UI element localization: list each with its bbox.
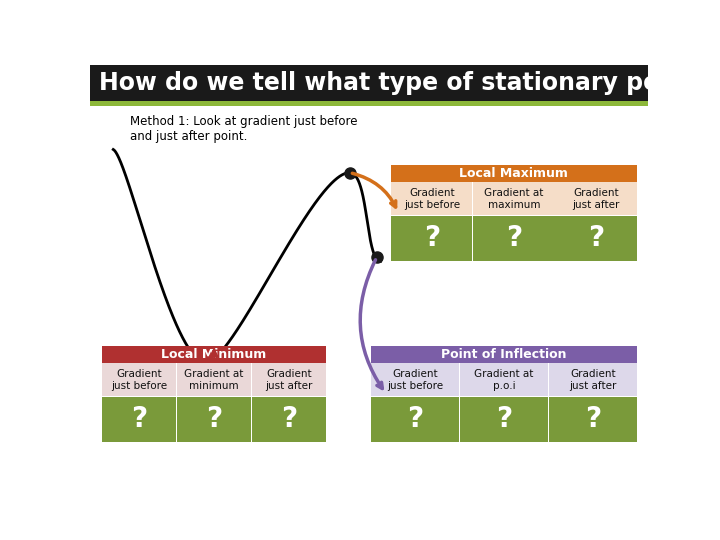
Bar [90, 65, 648, 101]
Bar [252, 363, 326, 396]
Bar [371, 363, 459, 396]
Text: ?: ? [423, 225, 440, 252]
Bar [102, 397, 176, 442]
Bar [102, 346, 326, 363]
Bar [549, 363, 636, 396]
Bar [177, 363, 251, 396]
Text: Local Maximum: Local Maximum [459, 167, 568, 180]
Text: ?: ? [407, 406, 423, 434]
Text: ?: ? [281, 406, 297, 434]
Text: Gradient
just after: Gradient just after [569, 369, 616, 390]
Bar [460, 397, 548, 442]
Bar [473, 182, 554, 215]
Text: Local Minimum: Local Minimum [161, 348, 266, 361]
Bar [555, 216, 636, 261]
Text: Gradient
just before: Gradient just before [111, 369, 167, 390]
Bar [177, 397, 251, 442]
Bar [549, 397, 636, 442]
Bar [102, 363, 176, 396]
Text: Method 1: Look at gradient just before
and just after point.: Method 1: Look at gradient just before a… [130, 115, 358, 143]
Bar [371, 346, 637, 363]
Text: ?: ? [585, 406, 600, 434]
Text: ?: ? [506, 225, 522, 252]
Text: ?: ? [206, 406, 222, 434]
Bar [391, 182, 472, 215]
Text: ?: ? [131, 406, 147, 434]
Text: Gradient
just before: Gradient just before [404, 188, 460, 210]
Text: Gradient
just after: Gradient just after [265, 369, 312, 390]
Bar [473, 216, 554, 261]
Text: ?: ? [496, 406, 512, 434]
Bar [252, 397, 326, 442]
Text: Gradient
just after: Gradient just after [572, 188, 620, 210]
Text: How do we tell what type of stationary point?: How do we tell what type of stationary p… [99, 71, 709, 95]
Text: Gradient at
maximum: Gradient at maximum [485, 188, 544, 210]
Bar [460, 363, 548, 396]
Text: Point of Inflection: Point of Inflection [441, 348, 567, 361]
Text: Gradient at
p.o.i: Gradient at p.o.i [474, 369, 534, 390]
Text: Gradient
just before: Gradient just before [387, 369, 443, 390]
Bar [90, 101, 648, 106]
Bar [391, 216, 472, 261]
Bar [371, 397, 459, 442]
Bar [391, 165, 637, 182]
Text: ?: ? [588, 225, 604, 252]
Bar [555, 182, 636, 215]
Text: Gradient at
minimum: Gradient at minimum [184, 369, 243, 390]
